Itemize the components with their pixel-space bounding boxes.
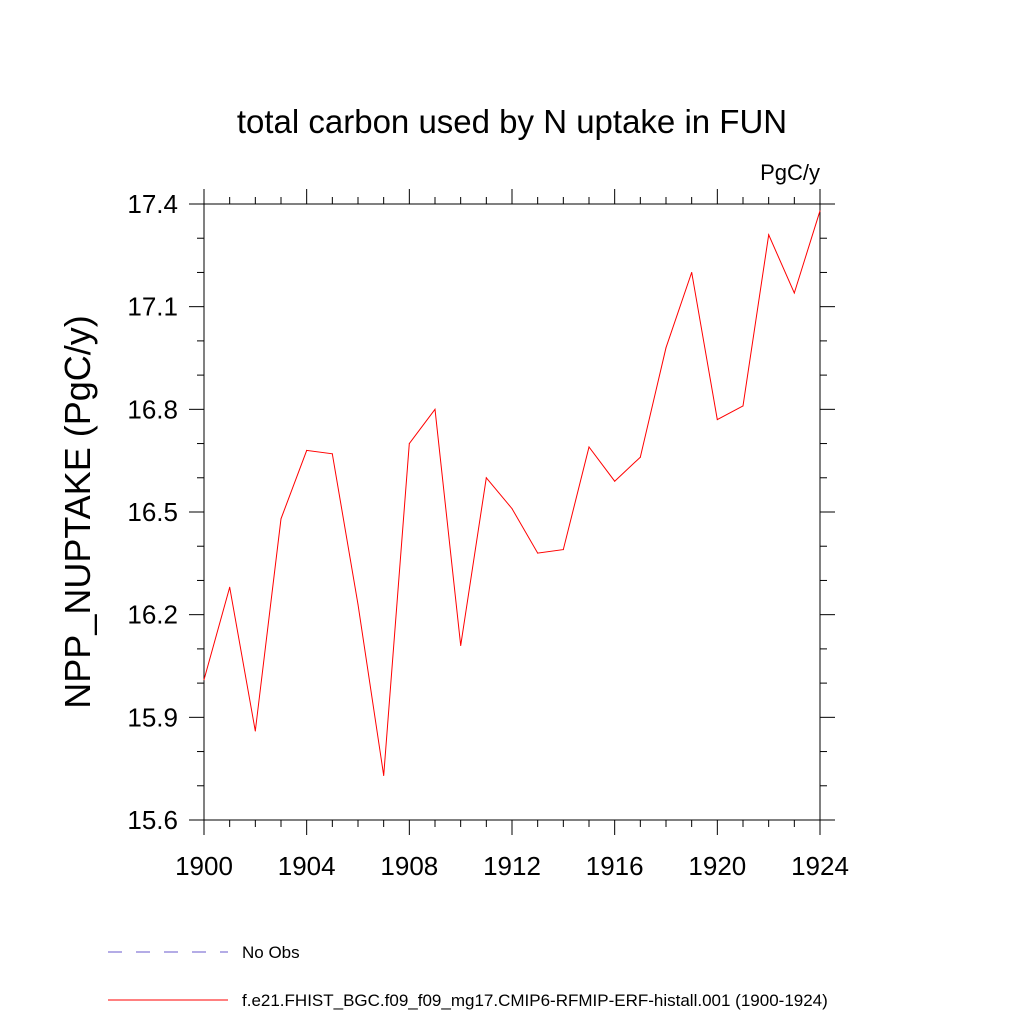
data-point <box>614 480 616 482</box>
data-point <box>331 453 333 455</box>
data-point <box>383 775 385 777</box>
data-point <box>665 347 667 349</box>
y-tick-label: 15.9 <box>127 702 178 732</box>
data-point <box>306 449 308 451</box>
y-tick-label: 17.1 <box>127 292 178 322</box>
x-tick-label: 1912 <box>483 851 541 881</box>
y-tick-label: 16.8 <box>127 394 178 424</box>
y-tick-label: 16.5 <box>127 497 178 527</box>
x-tick-label: 1924 <box>791 851 849 881</box>
data-point <box>793 292 795 294</box>
chart-title: total carbon used by N uptake in FUN <box>237 103 787 140</box>
data-point <box>203 679 205 681</box>
legend-label: No Obs <box>242 943 300 962</box>
data-point <box>742 405 744 407</box>
data-point <box>460 644 462 646</box>
data-point <box>280 518 282 520</box>
data-point <box>254 730 256 732</box>
legend: No Obs f.e21.FHIST_BGC.f09_f09_mg17.CMIP6… <box>108 943 828 1010</box>
x-tick-label: 1916 <box>586 851 644 881</box>
data-point <box>408 443 410 445</box>
y-tick-label: 16.2 <box>127 600 178 630</box>
x-tick-label: 1920 <box>688 851 746 881</box>
units-label: PgC/y <box>760 160 820 185</box>
y-tick-label: 15.6 <box>127 805 178 835</box>
x-tick-label: 1904 <box>278 851 336 881</box>
data-point <box>229 586 231 588</box>
data-point <box>434 408 436 410</box>
series-layer <box>203 210 821 777</box>
plot-frame <box>203 203 821 821</box>
data-point <box>716 419 718 421</box>
data-point <box>588 446 590 448</box>
x-tick-label: 1900 <box>175 851 233 881</box>
legend-label: f.e21.FHIST_BGC.f09_f09_mg17.CMIP6-RFMIP… <box>242 991 828 1010</box>
data-point <box>691 271 693 273</box>
axes: 1900 1904 1908 1912 1916 1920 1924 15.6 15.9 16.2… <box>127 189 849 881</box>
data-point <box>357 603 359 605</box>
y-tick-label: 17.4 <box>127 189 178 219</box>
x-tick-label: 1908 <box>380 851 438 881</box>
data-point <box>819 210 821 212</box>
data-point <box>537 552 539 554</box>
data-point <box>511 508 513 510</box>
data-point <box>768 234 770 236</box>
series-line <box>203 210 821 776</box>
data-point <box>485 477 487 479</box>
data-point <box>562 549 564 551</box>
data-point <box>639 456 641 458</box>
y-axis-label: NPP_NUPTAKE (PgC/y) <box>57 315 98 708</box>
